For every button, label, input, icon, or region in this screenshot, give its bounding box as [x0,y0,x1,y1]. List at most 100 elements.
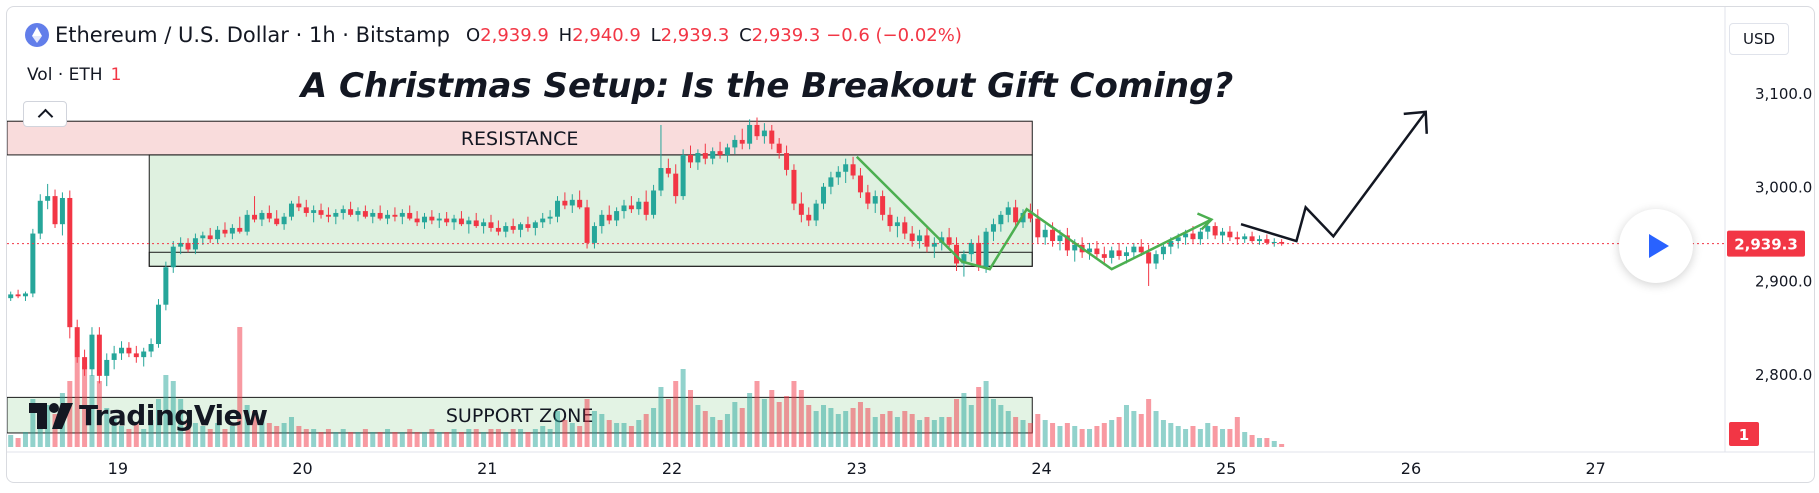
volume-bar [163,375,169,447]
volume-bar [266,423,272,447]
volume-bar [8,435,14,447]
base-line-zone [148,251,1033,267]
candle [695,153,701,163]
candle [392,214,398,217]
candle [82,357,88,370]
candle [15,294,21,297]
candle [229,227,235,234]
candle [1197,231,1203,240]
volume-bar [281,423,287,447]
volume-bar [1212,426,1218,447]
volume-bar [1183,429,1189,447]
volume-bar [1279,444,1285,447]
candle [806,214,812,221]
candle [1220,231,1226,236]
candle [998,214,1004,225]
volume-bar [976,387,982,447]
volume-bar [1020,420,1026,447]
volume-bar [207,429,213,447]
consolidation-zone [148,154,1033,267]
volume-bar [990,399,996,447]
candle [30,233,36,294]
candle [67,197,73,328]
candle [325,214,331,217]
candle [1264,239,1270,243]
volume-bar [695,405,701,447]
candle [1109,250,1115,258]
candle [798,203,804,215]
volume-bar [1035,414,1041,447]
time-tick-label: 21 [477,459,497,478]
candle [481,222,487,227]
candle [1146,252,1152,264]
candle [466,220,472,225]
volume-bar [414,432,420,447]
volume-bar [133,423,139,447]
volume-bar [887,411,893,447]
candle [1042,229,1048,238]
resistance-label: RESISTANCE [461,128,579,150]
candle [429,216,435,221]
volume-bar [518,429,524,447]
volume-bar [510,429,516,447]
currency-selector[interactable]: USD [1729,23,1789,55]
volume-bar [599,414,605,447]
candle [274,218,280,225]
candle [222,229,228,234]
volume-bar [141,429,147,447]
volume-bar [1242,432,1248,447]
volume-bar [717,420,723,447]
candle [887,214,893,227]
candle [111,353,117,360]
symbol-name[interactable]: Ethereum / U.S. Dollar · 1h · Bitstamp [55,23,450,47]
candle [45,196,51,201]
candle [348,209,354,215]
candle [976,242,982,268]
candle [1227,231,1233,238]
candle [141,351,147,358]
volume-bar [451,429,457,447]
candle [104,359,110,376]
candle [1035,218,1041,238]
candle [318,210,324,215]
volume-bar [968,405,974,447]
price-tick-label: 2,800.0 [1755,366,1812,384]
volume-legend[interactable]: Vol · ETH 1 [21,63,128,87]
close-value: 2,939.3 [751,24,821,46]
volume-bar [1087,429,1093,447]
low-key: L [650,24,661,46]
candle [1205,226,1211,232]
volume-bar [200,426,206,447]
volume-bar [843,411,849,447]
tradingview-logo-icon [29,402,73,429]
volume-bar [192,423,198,447]
volume-bar [658,387,664,447]
candle [414,218,420,223]
candle [946,237,952,245]
candle [710,151,716,159]
candle [436,218,442,221]
collapse-legend-button[interactable] [23,101,67,127]
volume-bar [1072,426,1078,447]
ethereum-icon [25,23,49,47]
candle [688,154,694,163]
candle [1242,236,1248,240]
candle [288,203,294,217]
volume-bar [155,399,161,447]
candle [532,222,538,228]
candle [924,235,930,247]
volume-bar [37,411,43,447]
volume-bar [45,405,51,447]
open-key: O [465,24,481,46]
high-value: 2,940.9 [572,24,641,46]
replay-button[interactable] [1619,209,1693,283]
volume-bar [880,414,886,447]
candle [74,327,80,358]
brand-name: TradingView [79,399,268,432]
volume-bar [761,399,767,447]
candle [665,168,671,174]
candle [747,124,753,144]
volume-bar [1138,414,1144,447]
candle [732,139,738,148]
